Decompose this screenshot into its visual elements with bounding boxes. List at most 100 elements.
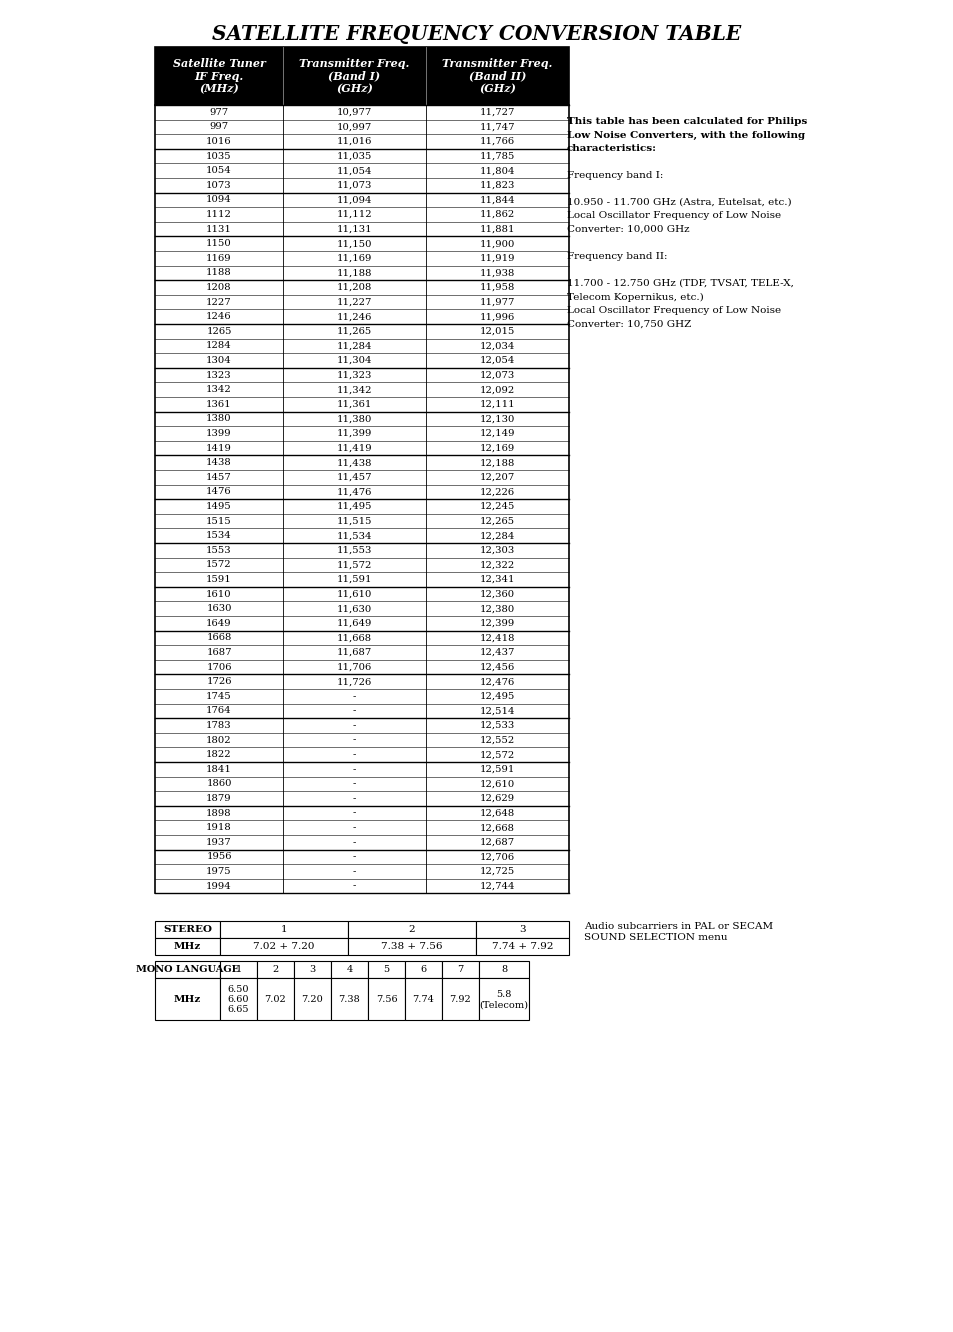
Text: 12,149: 12,149: [479, 429, 515, 438]
Text: Transmitter Freq.
(Band I)
(GHz): Transmitter Freq. (Band I) (GHz): [299, 57, 409, 95]
Text: 11,977: 11,977: [479, 297, 515, 306]
Text: Frequency band II:: Frequency band II:: [566, 252, 667, 261]
Text: 11,687: 11,687: [336, 647, 372, 657]
Text: 1534: 1534: [206, 531, 232, 541]
Text: -: -: [353, 852, 355, 862]
Text: 7.92: 7.92: [449, 995, 471, 1004]
Text: 11,610: 11,610: [336, 590, 372, 598]
Text: 12,572: 12,572: [479, 750, 515, 759]
Text: Converter: 10,000 GHz: Converter: 10,000 GHz: [566, 225, 689, 234]
Text: 12,399: 12,399: [479, 619, 515, 627]
Text: 7.74: 7.74: [412, 995, 434, 1004]
Bar: [348, 939, 476, 955]
Text: 1054: 1054: [206, 166, 232, 176]
Text: 3: 3: [309, 966, 315, 975]
Text: 12,476: 12,476: [479, 677, 515, 686]
Text: 3: 3: [518, 926, 525, 935]
Text: -: -: [353, 794, 355, 803]
Text: STEREO: STEREO: [163, 926, 212, 935]
Text: 12,341: 12,341: [479, 575, 515, 583]
Text: 1860: 1860: [206, 779, 232, 789]
Text: 1112: 1112: [206, 210, 232, 218]
Text: 7.56: 7.56: [375, 995, 396, 1004]
Text: 2: 2: [408, 926, 415, 935]
Text: 11,900: 11,900: [479, 240, 515, 248]
Text: 1553: 1553: [206, 546, 232, 555]
Text: 1937: 1937: [206, 838, 232, 847]
Text: 1630: 1630: [206, 605, 232, 613]
Text: 1169: 1169: [206, 254, 232, 262]
Text: 1802: 1802: [206, 735, 232, 745]
Text: 1438: 1438: [206, 458, 232, 468]
Text: -: -: [353, 823, 355, 832]
Text: 1131: 1131: [206, 225, 232, 233]
Text: 12,629: 12,629: [479, 794, 515, 803]
Text: 12,533: 12,533: [479, 721, 515, 730]
Text: 1668: 1668: [206, 634, 232, 642]
Bar: [331, 979, 368, 1020]
Text: 11.700 - 12.750 GHz (TDF, TVSAT, TELE-X,: 11.700 - 12.750 GHz (TDF, TVSAT, TELE-X,: [566, 278, 793, 288]
Text: 12,591: 12,591: [479, 765, 515, 774]
Text: 7: 7: [456, 966, 463, 975]
Text: SATELLITE FREQUENCY CONVERSION TABLE: SATELLITE FREQUENCY CONVERSION TABLE: [213, 24, 740, 44]
Bar: [154, 979, 220, 1020]
Text: 10.950 - 11.700 GHz (Astra, Eutelsat, etc.): 10.950 - 11.700 GHz (Astra, Eutelsat, et…: [566, 198, 791, 206]
Text: 1323: 1323: [206, 370, 232, 380]
Text: 1572: 1572: [206, 561, 232, 569]
Text: Low Noise Converters, with the following: Low Noise Converters, with the following: [566, 131, 804, 140]
Text: 1495: 1495: [206, 502, 232, 511]
Bar: [220, 979, 256, 1020]
Text: 12,130: 12,130: [479, 414, 515, 424]
Text: 11,094: 11,094: [336, 196, 372, 204]
Text: -: -: [353, 882, 355, 891]
Text: 11,265: 11,265: [336, 326, 372, 336]
Text: 11,208: 11,208: [336, 282, 372, 292]
Text: 12,015: 12,015: [479, 326, 515, 336]
Text: 1457: 1457: [206, 473, 232, 482]
Text: 1073: 1073: [206, 181, 232, 189]
Text: 1994: 1994: [206, 882, 232, 891]
Text: 11,188: 11,188: [336, 269, 372, 277]
Text: 11,747: 11,747: [479, 123, 515, 132]
Bar: [405, 979, 441, 1020]
Text: 1706: 1706: [206, 662, 232, 671]
Text: 11,227: 11,227: [336, 297, 372, 306]
Text: 1361: 1361: [206, 400, 232, 409]
Text: 2: 2: [273, 966, 278, 975]
Text: 11,131: 11,131: [336, 225, 372, 233]
Text: 1284: 1284: [206, 341, 232, 350]
Text: 11,938: 11,938: [479, 269, 515, 277]
Text: 11,958: 11,958: [479, 282, 515, 292]
Text: 11,112: 11,112: [336, 210, 372, 218]
Text: 11,515: 11,515: [336, 517, 372, 526]
Text: -: -: [353, 706, 355, 715]
Bar: [256, 962, 294, 979]
Text: 1: 1: [235, 966, 241, 975]
Text: 11,304: 11,304: [336, 356, 372, 365]
Text: 12,360: 12,360: [479, 590, 515, 598]
Text: 11,476: 11,476: [336, 488, 372, 497]
Text: 12,073: 12,073: [479, 370, 515, 380]
Text: Satellite Tuner
IF Freq.
(MHz): Satellite Tuner IF Freq. (MHz): [172, 57, 265, 95]
Text: 1: 1: [280, 926, 287, 935]
Text: MONO LANGUAGE: MONO LANGUAGE: [135, 966, 239, 975]
Text: 12,322: 12,322: [479, 561, 515, 569]
Text: 1841: 1841: [206, 765, 232, 774]
Text: 11,844: 11,844: [479, 196, 515, 204]
Text: 1208: 1208: [206, 282, 232, 292]
Text: 4: 4: [346, 966, 353, 975]
Text: 11,361: 11,361: [336, 400, 372, 409]
Text: 12,092: 12,092: [479, 385, 515, 394]
Bar: [294, 979, 331, 1020]
Text: 1265: 1265: [206, 326, 232, 336]
Bar: [220, 962, 256, 979]
Text: -: -: [353, 765, 355, 774]
Text: 11,150: 11,150: [336, 240, 372, 248]
Text: 12,303: 12,303: [479, 546, 515, 555]
Text: 1515: 1515: [206, 517, 232, 526]
Text: 11,438: 11,438: [336, 458, 372, 468]
Text: 7.20: 7.20: [301, 995, 323, 1004]
Text: -: -: [353, 721, 355, 730]
Text: 12,034: 12,034: [479, 341, 515, 350]
Text: Audio subcarriers in PAL or SECAM
SOUND SELECTION menu: Audio subcarriers in PAL or SECAM SOUND …: [583, 922, 772, 942]
